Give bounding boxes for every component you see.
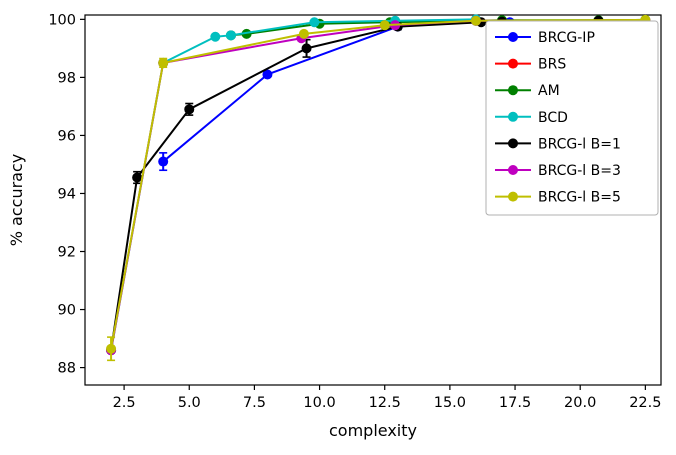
- data-point-marker: [184, 104, 195, 115]
- data-point-marker: [106, 343, 117, 354]
- legend-item-brcg-l-b-1: BRCG-l B=1: [495, 136, 621, 152]
- y-tick-label: 88: [58, 361, 76, 377]
- data-point-marker: [225, 30, 236, 41]
- legend-item-brs: BRS: [495, 57, 566, 73]
- legend-item-bcd: BCD: [495, 110, 568, 126]
- legend-marker: [508, 165, 518, 175]
- legend-marker: [508, 111, 518, 122]
- x-tick-label: 5.0: [178, 395, 201, 411]
- x-tick-label: 15.0: [434, 395, 466, 411]
- y-tick-label: 96: [58, 128, 76, 144]
- legend-label: BRCG-l B=1: [538, 136, 621, 152]
- data-point-marker: [309, 17, 320, 28]
- legend-label: BRCG-l B=5: [538, 190, 621, 206]
- y-tick-label: 92: [58, 245, 76, 261]
- legend-marker: [508, 191, 518, 202]
- x-tick-label: 10.0: [303, 395, 335, 411]
- legend-label: BRCG-IP: [538, 30, 595, 46]
- data-point-marker: [379, 20, 390, 31]
- x-axis-label: complexity: [329, 421, 417, 440]
- y-tick-label: 98: [58, 70, 76, 86]
- legend-item-am: AM: [495, 83, 560, 99]
- x-tick-label: 12.5: [369, 395, 401, 411]
- y-axis-label: % accuracy: [7, 154, 26, 246]
- x-axis: 2.5 5.0 7.5 10.0 12.5 15.0 17.5 20.0 22.5: [113, 385, 662, 411]
- legend-label: BRCG-l B=3: [538, 163, 621, 179]
- legend-item-brcg-ip: BRCG-IP: [495, 30, 595, 46]
- legend-box: [485, 20, 659, 216]
- x-tick-label: 20.0: [564, 395, 596, 411]
- legend-item-brcg-l-b-3: BRCG-l B=3: [495, 163, 621, 179]
- legend-label: BCD: [538, 110, 568, 126]
- legend: BRCG-IP BRS AM BCD BRCG-l B=1 BRCG-l B=3 BRCG-…: [485, 20, 659, 216]
- y-tick-label: 90: [58, 303, 76, 319]
- axes-frame: [84, 14, 662, 386]
- data-point-marker: [298, 28, 309, 39]
- x-tick-label: 17.5: [499, 395, 531, 411]
- y-tick-label: 100: [48, 12, 76, 28]
- legend-marker: [508, 138, 518, 149]
- data-point-marker: [262, 69, 273, 80]
- data-point-marker: [132, 172, 143, 183]
- data-point-marker: [158, 57, 169, 68]
- legend-marker: [508, 32, 518, 42]
- legend-marker: [508, 85, 518, 96]
- x-tick-label: 2.5: [113, 395, 136, 411]
- legend-label: AM: [538, 83, 560, 99]
- legend-item-brcg-l-b-5: BRCG-l B=5: [495, 190, 621, 206]
- data-point-marker: [301, 43, 312, 54]
- data-point-marker: [210, 31, 221, 42]
- y-tick-label: 94: [58, 186, 76, 202]
- legend-marker: [508, 58, 518, 69]
- y-axis: 88 90 92 94 96 98 100: [48, 12, 85, 377]
- data-point-marker: [470, 15, 481, 26]
- legend-label: BRS: [538, 57, 566, 73]
- x-tick-label: 7.5: [243, 395, 266, 411]
- data-point-marker: [158, 156, 169, 167]
- x-tick-label: 22.5: [629, 395, 661, 411]
